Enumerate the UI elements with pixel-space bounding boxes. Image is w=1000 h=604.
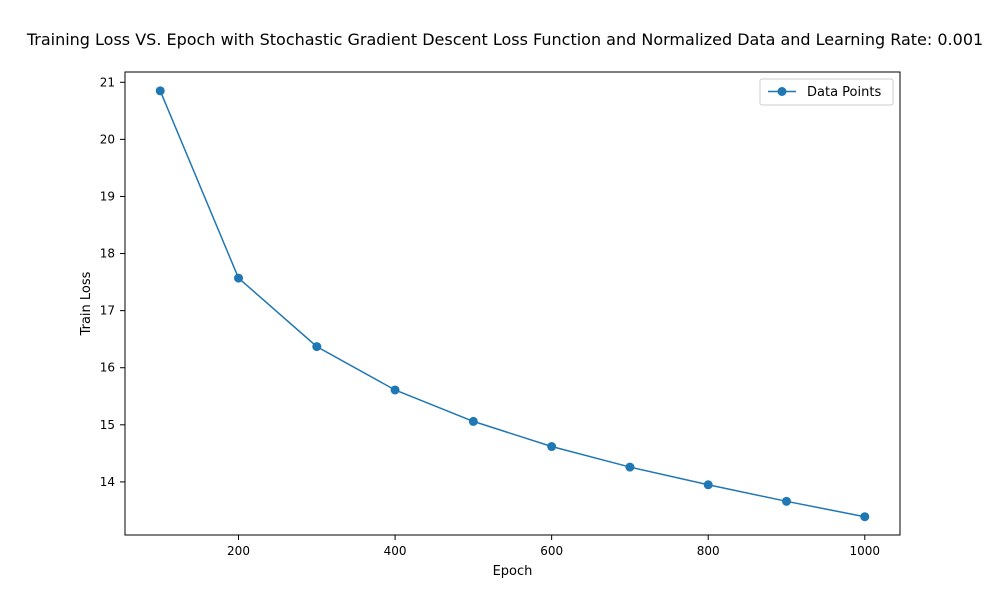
x-axis-ticks: 200 400 600 800 1000 <box>227 535 880 558</box>
y-tick-label: 17 <box>100 304 115 318</box>
y-tick-label: 20 <box>100 132 115 146</box>
data-point <box>625 462 635 472</box>
x-tick-label: 800 <box>697 544 720 558</box>
legend-marker <box>777 87 787 96</box>
legend-label-data-points: Data Points <box>807 85 881 100</box>
data-point <box>468 416 478 426</box>
data-point <box>781 496 791 506</box>
series-line-data-points <box>159 90 865 518</box>
y-tick-label: 16 <box>100 361 115 375</box>
data-point <box>234 273 244 283</box>
data-point <box>547 442 557 452</box>
legend: Data Points <box>759 78 894 106</box>
legend-box <box>759 78 894 106</box>
x-tick-label: 1000 <box>849 544 880 558</box>
y-tick-label: 15 <box>100 418 115 432</box>
data-point <box>312 342 322 352</box>
x-axis-label: Epoch <box>493 564 533 579</box>
y-axis-ticks: 14 15 16 17 18 19 20 21 <box>100 75 125 489</box>
axes-frame <box>124 71 901 536</box>
x-tick-label: 600 <box>540 544 563 558</box>
y-axis-label: Train Loss <box>79 271 94 336</box>
y-tick-label: 19 <box>100 189 115 203</box>
data-points-layer <box>155 86 870 522</box>
x-tick-label: 400 <box>384 544 407 558</box>
chart-title: Training Loss VS. Epoch with Stochastic … <box>26 30 983 49</box>
y-tick-label: 18 <box>100 247 115 261</box>
data-point <box>390 385 400 395</box>
y-tick-label: 21 <box>100 75 115 89</box>
x-tick-label: 200 <box>227 544 250 558</box>
data-point <box>860 512 870 522</box>
data-point <box>703 480 713 490</box>
data-point <box>155 86 165 96</box>
plot-area: 200 400 600 800 1000 14 15 16 17 18 19 20 21 <box>100 71 901 558</box>
y-tick-label: 14 <box>100 475 115 489</box>
